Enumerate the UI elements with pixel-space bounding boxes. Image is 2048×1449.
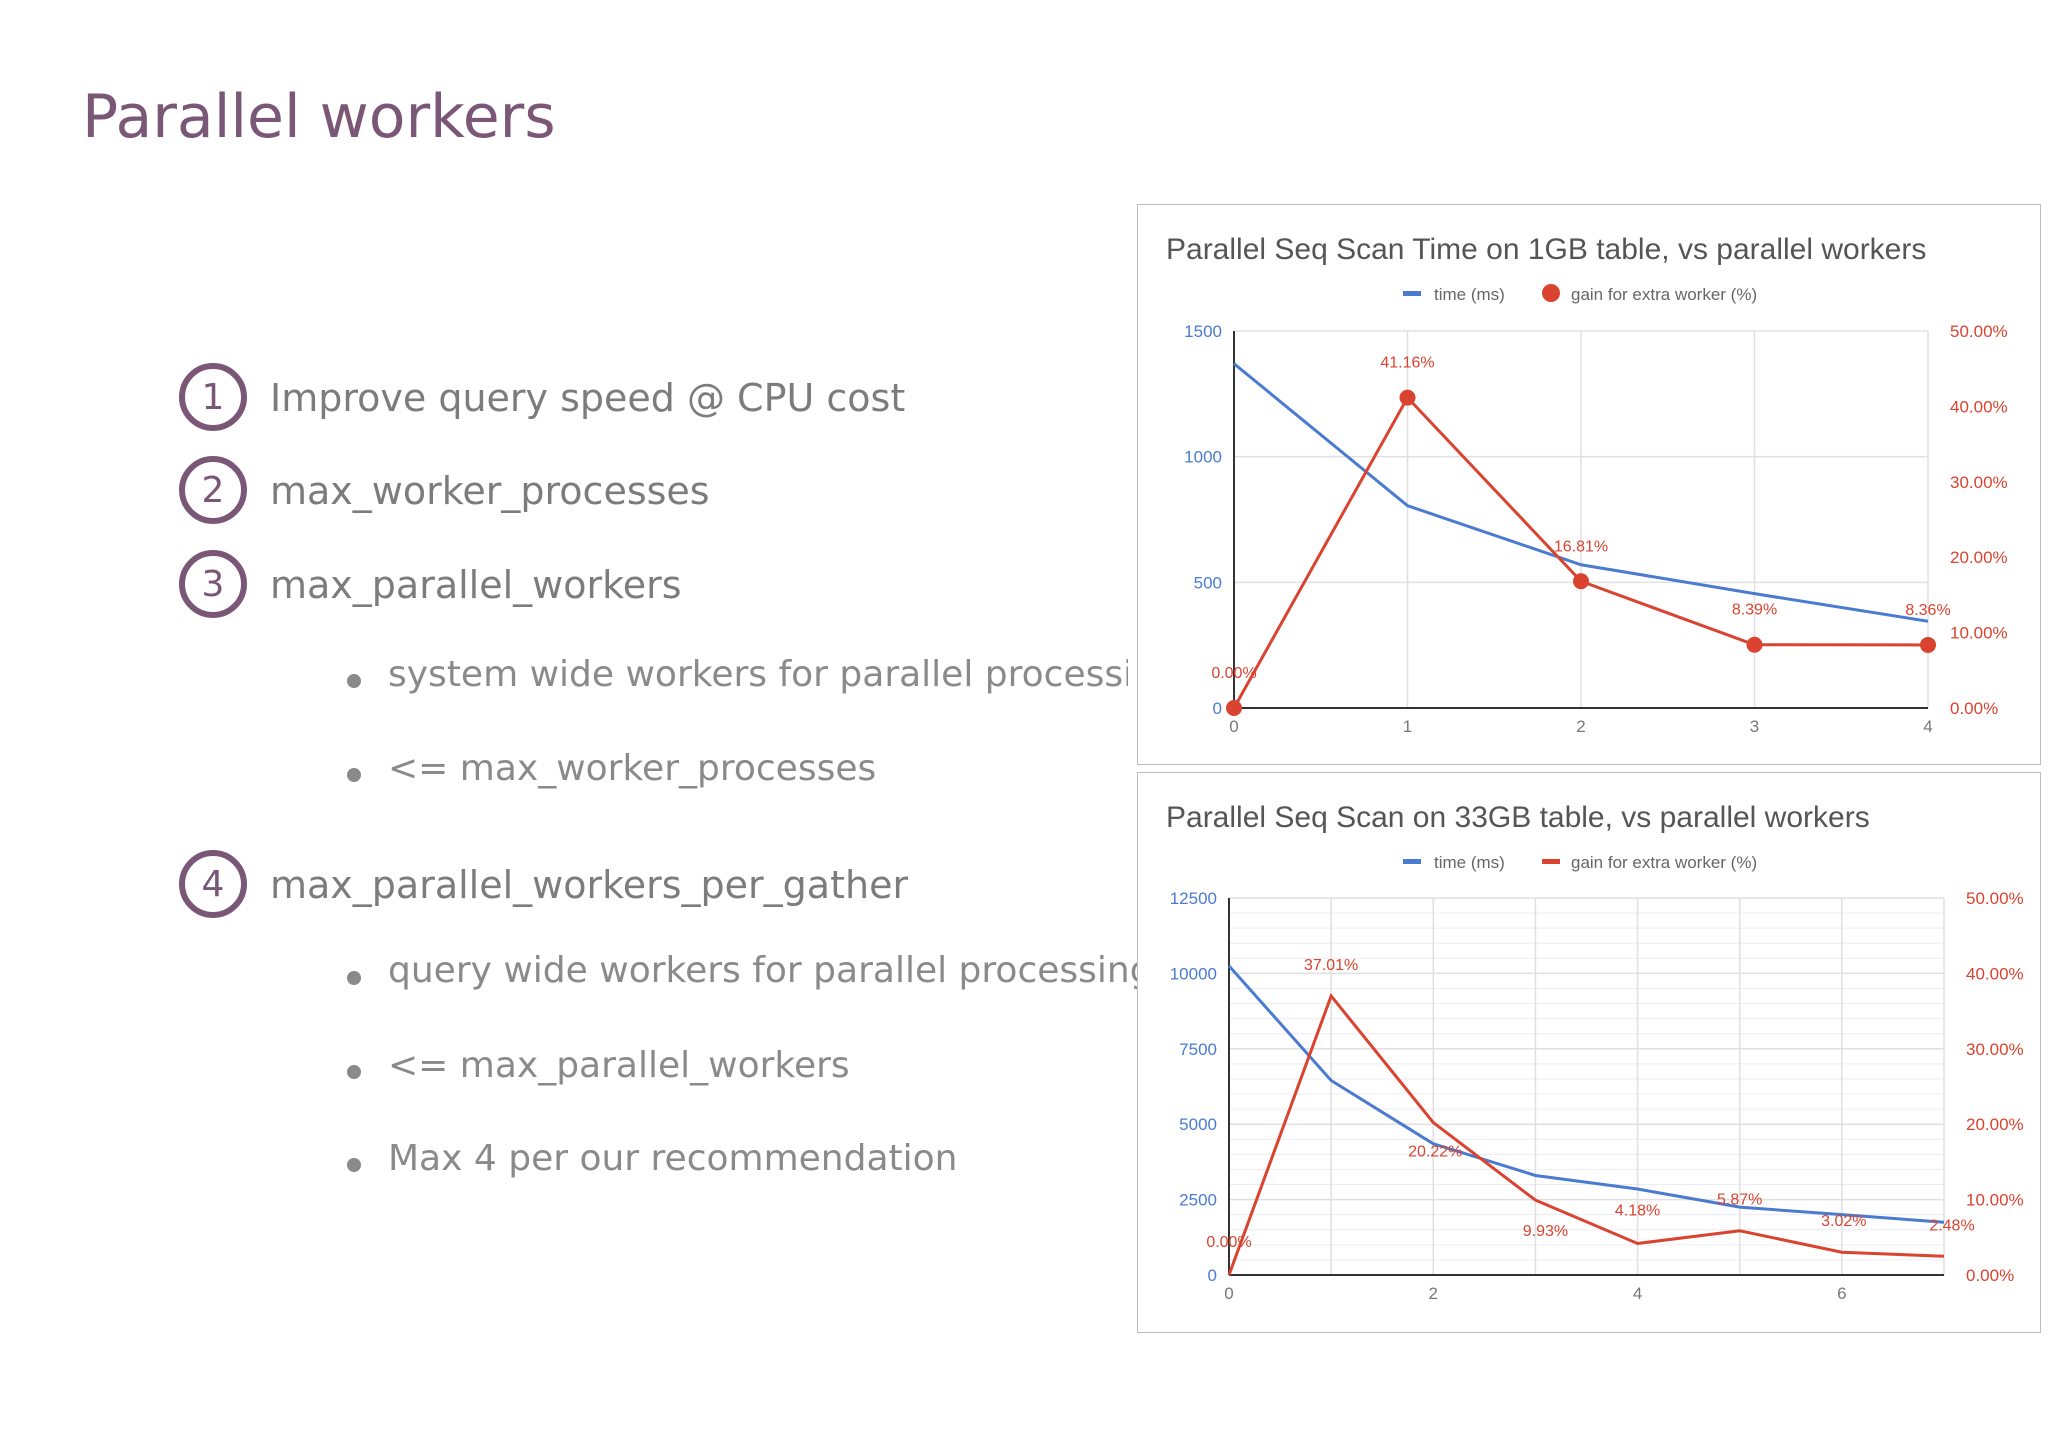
bullet	[347, 768, 361, 782]
series-line-time	[1227, 964, 1945, 1224]
y-left-tick-label: 0	[1208, 1266, 1217, 1285]
data-point-gain	[1573, 573, 1589, 590]
item-4-text: max_parallel_workers_per_gather	[270, 863, 909, 907]
y-left-tick-label: 12500	[1170, 889, 1217, 908]
y-right-tick-label: 0.00%	[1950, 699, 1998, 718]
chart-title: Parallel Seq Scan on 33GB table, vs para…	[1166, 801, 1870, 834]
x-tick-label: 2	[1429, 1284, 1438, 1303]
item-1-text: Improve query speed @ CPU cost	[270, 376, 906, 420]
legend-label-time: time (ms)	[1434, 853, 1505, 872]
bullet	[347, 971, 361, 985]
item-3-sub-2: <= max_worker_processes	[388, 748, 877, 789]
y-left-tick-label: 1000	[1184, 448, 1222, 467]
legend-label-gain: gain for extra worker (%)	[1571, 853, 1757, 872]
data-point-gain	[1746, 636, 1763, 653]
x-tick-label: 1	[1403, 717, 1412, 736]
y-left-tick-label: 2500	[1179, 1191, 1217, 1210]
data-label-gain: 8.39%	[1732, 602, 1777, 619]
data-label-gain: 20.22%	[1408, 1144, 1462, 1161]
item-4-sub-2: <= max_parallel_workers	[388, 1045, 850, 1086]
bullet	[347, 1158, 361, 1172]
y-right-tick-label: 10.00%	[1966, 1191, 2024, 1210]
number-badge-2: 2	[179, 456, 247, 524]
number-badge-4: 4	[179, 850, 247, 918]
y-right-tick-label: 30.00%	[1966, 1040, 2024, 1059]
legend-swatch-time	[1403, 859, 1421, 864]
y-left-tick-label: 500	[1194, 573, 1222, 592]
bullet	[347, 1065, 361, 1079]
number-badge-1: 1	[179, 363, 247, 431]
data-label-gain: 0.00%	[1206, 1234, 1251, 1251]
bullet	[347, 674, 361, 688]
item-3-sub-1: system wide workers for parallel process…	[388, 654, 1128, 695]
y-left-tick-label: 7500	[1179, 1040, 1217, 1059]
y-right-tick-label: 0.00%	[1966, 1266, 2014, 1285]
y-left-tick-label: 1500	[1184, 322, 1222, 341]
y-right-tick-label: 30.00%	[1950, 473, 2008, 492]
slide-title: Parallel workers	[82, 82, 556, 152]
y-right-tick-label: 40.00%	[1966, 964, 2024, 983]
x-tick-label: 2	[1576, 717, 1585, 736]
data-label-gain: 8.36%	[1905, 602, 1950, 619]
data-label-gain: 4.18%	[1615, 1202, 1660, 1219]
x-tick-label: 4	[1923, 717, 1932, 736]
x-tick-label: 6	[1837, 1284, 1846, 1303]
x-tick-label: 4	[1633, 1284, 1642, 1303]
data-label-gain: 37.01%	[1304, 957, 1358, 974]
x-tick-label: 3	[1750, 717, 1759, 736]
y-left-tick-label: 5000	[1179, 1115, 1217, 1134]
data-point-gain	[1920, 636, 1936, 653]
item-2-text: max_worker_processes	[270, 469, 710, 513]
chart-2-frame: Parallel Seq Scan on 33GB table, vs para…	[1137, 772, 2041, 1333]
series-line-time	[1233, 362, 1929, 623]
item-4-sub-3: Max 4 per our recommendation	[388, 1138, 958, 1179]
legend-swatch-time	[1403, 291, 1421, 296]
x-tick-label: 0	[1229, 717, 1238, 736]
y-right-tick-label: 20.00%	[1966, 1115, 2024, 1134]
series-line-gain	[1227, 992, 1945, 1276]
chart-1: Parallel Seq Scan Time on 1GB table, vs …	[1166, 233, 2008, 736]
y-right-tick-label: 50.00%	[1950, 322, 2008, 341]
item-3-text: max_parallel_workers	[270, 563, 682, 607]
y-left-tick-label: 10000	[1170, 964, 1217, 983]
data-point-gain	[1226, 700, 1242, 716]
legend-label-time: time (ms)	[1434, 285, 1505, 304]
y-left-tick-label: 0	[1213, 699, 1222, 718]
data-label-gain: 16.81%	[1554, 538, 1608, 555]
x-tick-label: 0	[1224, 1284, 1233, 1303]
data-label-gain: 3.02%	[1821, 1213, 1866, 1230]
number-badge-3: 3	[179, 550, 247, 618]
item-4-sub-1: query wide workers for parallel processi…	[388, 950, 1153, 991]
y-right-tick-label: 40.00%	[1950, 397, 2008, 416]
data-label-gain: 41.16%	[1380, 355, 1434, 372]
y-right-tick-label: 50.00%	[1966, 889, 2024, 908]
y-right-tick-label: 10.00%	[1950, 624, 2008, 643]
data-label-gain: 9.93%	[1523, 1223, 1568, 1240]
chart-1-frame: Parallel Seq Scan Time on 1GB table, vs …	[1137, 204, 2041, 765]
y-right-tick-label: 20.00%	[1950, 548, 2008, 567]
data-label-gain: 2.48%	[1929, 1217, 1974, 1234]
legend-swatch-gain	[1542, 859, 1560, 864]
chart-title: Parallel Seq Scan Time on 1GB table, vs …	[1166, 233, 1926, 266]
legend-label-gain: gain for extra worker (%)	[1571, 285, 1757, 304]
legend-swatch-gain	[1542, 284, 1560, 302]
data-point-gain	[1399, 389, 1416, 406]
data-label-gain: 0.00%	[1211, 665, 1256, 682]
data-label-gain: 5.87%	[1717, 1192, 1762, 1209]
chart-2: Parallel Seq Scan on 33GB table, vs para…	[1166, 801, 2024, 1303]
